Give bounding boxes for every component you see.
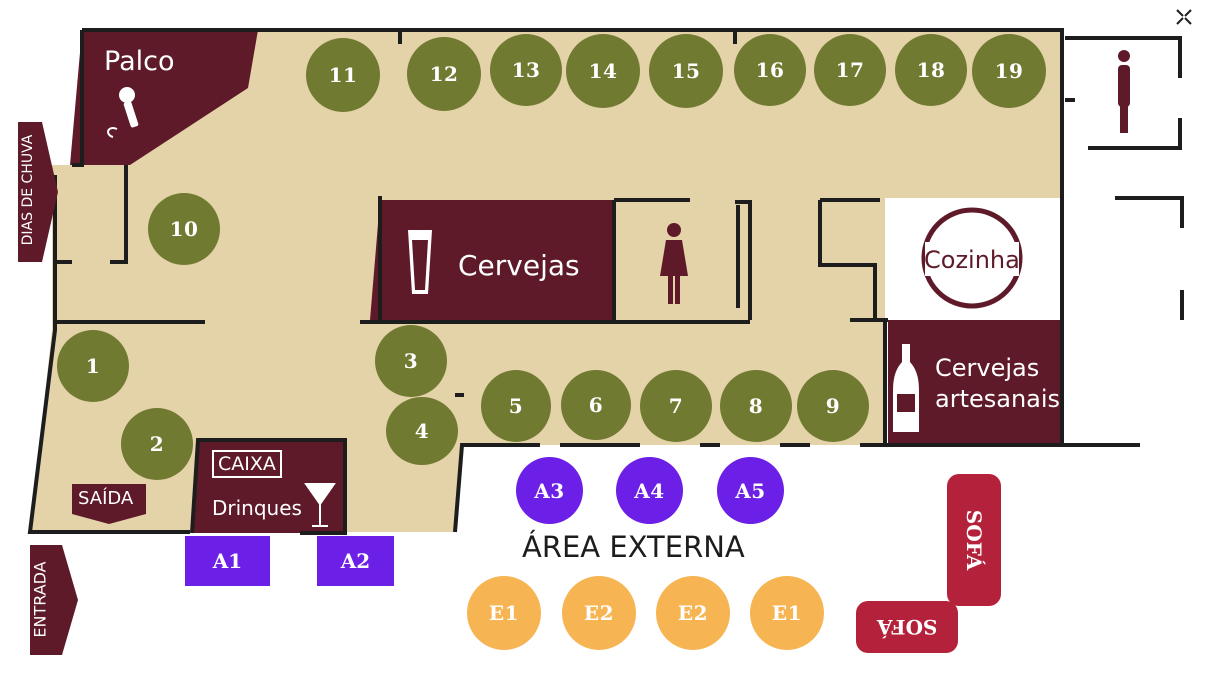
sofa-vertical[interactable]: SOFÁ bbox=[947, 474, 1001, 606]
entrance-label: ENTRADA bbox=[30, 561, 50, 638]
table-e1[interactable]: E1 bbox=[467, 576, 541, 650]
table-8[interactable]: 8 bbox=[720, 370, 792, 442]
drinks-label: Drinques bbox=[212, 496, 302, 520]
outdoor-area-label: ÁREA EXTERNA bbox=[522, 530, 745, 564]
beers-label: Cervejas bbox=[458, 249, 580, 282]
sofa-horizontal[interactable]: SOFÁ bbox=[856, 601, 958, 653]
table-11[interactable]: 11 bbox=[306, 38, 380, 112]
close-icon[interactable] bbox=[1176, 9, 1192, 25]
table-14[interactable]: 14 bbox=[566, 34, 640, 108]
woman-restroom-icon bbox=[660, 223, 688, 304]
table-1[interactable]: 1 bbox=[57, 330, 129, 402]
entrance-arrow-icon bbox=[30, 545, 78, 655]
rainy-days-label: DIAS DE CHUVA bbox=[20, 134, 36, 246]
table-17[interactable]: 17 bbox=[814, 34, 886, 106]
walls bbox=[27, 28, 1184, 535]
microphone-icon bbox=[107, 87, 139, 138]
table-a1[interactable]: A1 bbox=[185, 536, 270, 586]
table-9[interactable]: 9 bbox=[797, 370, 869, 442]
exit-arrow-icon bbox=[72, 484, 146, 524]
table-e2[interactable]: E2 bbox=[562, 576, 636, 650]
table-7[interactable]: 7 bbox=[640, 370, 712, 442]
drinks-bar-area bbox=[192, 440, 345, 533]
table-5[interactable]: 5 bbox=[481, 370, 551, 442]
man-restroom-icon bbox=[1118, 50, 1130, 133]
table-10[interactable]: 10 bbox=[148, 193, 220, 265]
table-a2[interactable]: A2 bbox=[317, 536, 394, 586]
table-a4[interactable]: A4 bbox=[616, 457, 683, 524]
table-12[interactable]: 12 bbox=[407, 37, 481, 111]
table-6[interactable]: 6 bbox=[561, 370, 631, 440]
table-a3[interactable]: A3 bbox=[516, 457, 583, 524]
table-16[interactable]: 16 bbox=[734, 34, 806, 106]
table-19[interactable]: 19 bbox=[972, 34, 1046, 108]
table-3[interactable]: 3 bbox=[375, 325, 447, 397]
table-e1-second[interactable]: E1 bbox=[750, 576, 824, 650]
rainy-days-tab bbox=[18, 122, 58, 262]
stage-label: Palco bbox=[104, 46, 175, 77]
table-a5[interactable]: A5 bbox=[717, 457, 784, 524]
exit-label: SAÍDA bbox=[78, 488, 134, 509]
table-15[interactable]: 15 bbox=[649, 34, 723, 108]
craft-beers-label-line2: artesanais bbox=[935, 385, 1061, 413]
craft-beers-area bbox=[888, 320, 1060, 445]
beer-glass-icon bbox=[408, 230, 432, 294]
beer-bottle-icon bbox=[893, 344, 919, 432]
cashier-label: CAIXA bbox=[212, 450, 282, 478]
table-2[interactable]: 2 bbox=[121, 408, 193, 480]
table-13[interactable]: 13 bbox=[490, 34, 562, 106]
craft-beers-label-line1: Cervejas bbox=[935, 354, 1040, 382]
table-e2-second[interactable]: E2 bbox=[656, 576, 730, 650]
kitchen-label: Cozinha bbox=[924, 246, 1020, 274]
sofa-horizontal-label: SOFÁ bbox=[876, 615, 938, 639]
sofa-vertical-label: SOFÁ bbox=[962, 509, 987, 571]
cocktail-icon bbox=[304, 483, 336, 527]
table-18[interactable]: 18 bbox=[895, 34, 967, 106]
table-4[interactable]: 4 bbox=[386, 397, 458, 465]
stage-area bbox=[70, 30, 258, 165]
